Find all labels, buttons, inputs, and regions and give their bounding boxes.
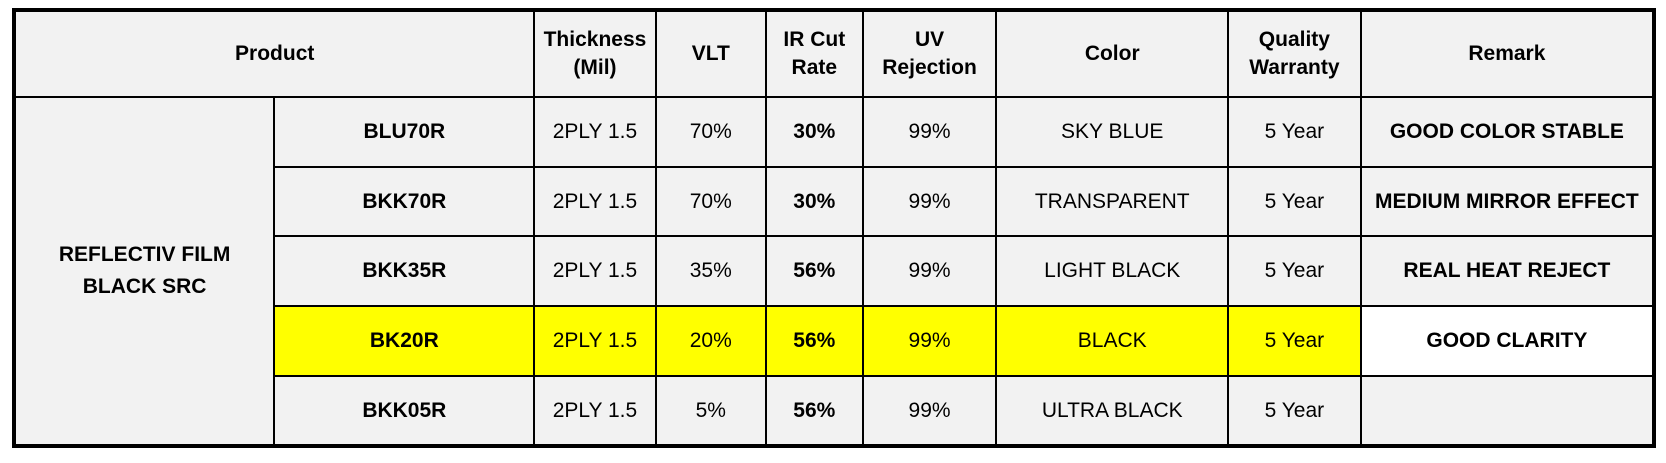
- thickness-value: 2PLY 1.5: [533, 375, 657, 447]
- thickness-value: 2PLY 1.5: [533, 235, 657, 308]
- header-uv-rejection: UV Rejection: [861, 9, 998, 98]
- warranty-value: 5 Year: [1227, 165, 1362, 238]
- remark-value: GOOD CLARITY: [1359, 305, 1656, 378]
- thickness-value: 2PLY 1.5: [533, 165, 657, 238]
- vlt-value: 20%: [654, 305, 767, 378]
- color-value: LIGHT BLACK: [995, 235, 1229, 308]
- warranty-value: 5 Year: [1227, 305, 1362, 378]
- vlt-value: 5%: [654, 375, 767, 447]
- ir-cut-value: 56%: [764, 375, 864, 447]
- uv-value: 99%: [861, 165, 998, 238]
- remark-value: GOOD COLOR STABLE: [1359, 95, 1656, 168]
- color-value: TRANSPARENT: [995, 165, 1229, 238]
- color-value: ULTRA BLACK: [995, 375, 1229, 447]
- product-spec-table: Product Thickness (Mil) VLT IR Cut Rate …: [12, 8, 1656, 448]
- vlt-value: 70%: [654, 95, 767, 168]
- uv-value: 99%: [861, 95, 998, 168]
- vlt-value: 35%: [654, 235, 767, 308]
- ir-cut-value: 56%: [764, 235, 864, 308]
- header-thickness-line2: (Mil): [573, 55, 617, 79]
- header-quality-warranty: Quality Warranty: [1227, 9, 1362, 98]
- remark-value: [1359, 375, 1656, 447]
- color-value: SKY BLUE: [995, 95, 1229, 168]
- uv-value: 99%: [861, 305, 998, 378]
- product-name: BKK35R: [273, 235, 536, 308]
- vlt-value: 70%: [654, 165, 767, 238]
- header-ir-cut-rate: IR Cut Rate: [764, 9, 864, 98]
- product-name: BLU70R: [273, 95, 536, 168]
- product-name: BKK70R: [273, 165, 536, 238]
- product-name: BKK05R: [273, 375, 536, 447]
- uv-value: 99%: [861, 235, 998, 308]
- warranty-value: 5 Year: [1227, 95, 1362, 168]
- remark-value: REAL HEAT REJECT: [1359, 235, 1656, 308]
- family-line1: REFLECTIV FILM: [58, 242, 231, 266]
- warranty-value: 5 Year: [1227, 235, 1362, 308]
- remark-value: MEDIUM MIRROR EFFECT: [1359, 165, 1656, 238]
- ir-cut-value: 56%: [764, 305, 864, 378]
- header-product: Product: [12, 9, 536, 98]
- header-warranty-line2: Warranty: [1249, 55, 1340, 79]
- ir-cut-value: 30%: [764, 165, 864, 238]
- thickness-value: 2PLY 1.5: [533, 95, 657, 168]
- header-thickness: Thickness (Mil): [533, 9, 657, 98]
- family-line2: BLACK SRC: [82, 274, 207, 298]
- table-row: BKK35R 2PLY 1.5 35% 56% 99% LIGHT BLACK …: [14, 235, 1656, 308]
- thickness-value: 2PLY 1.5: [533, 305, 657, 378]
- header-row: Product Thickness (Mil) VLT IR Cut Rate …: [12, 9, 1656, 98]
- header-remark: Remark: [1359, 9, 1656, 98]
- ir-cut-value: 30%: [764, 95, 864, 168]
- header-uv-line2: Rejection: [882, 55, 977, 79]
- header-warranty-line1: Quality: [1258, 27, 1330, 51]
- header-color: Color: [995, 9, 1229, 98]
- color-value: BLACK: [995, 305, 1229, 378]
- product-name: BK20R: [273, 305, 536, 378]
- header-ir-line2: Rate: [791, 55, 838, 79]
- warranty-value: 5 Year: [1227, 375, 1362, 447]
- table-row: BKK70R 2PLY 1.5 70% 30% 99% TRANSPARENT …: [14, 165, 1656, 238]
- header-thickness-line1: Thickness: [543, 27, 647, 51]
- uv-value: 99%: [861, 375, 998, 447]
- product-family-cell: REFLECTIV FILM BLACK SRC: [12, 95, 276, 448]
- header-uv-line1: UV: [914, 27, 945, 51]
- header-vlt: VLT: [654, 9, 767, 98]
- header-ir-line1: IR Cut: [783, 27, 846, 51]
- table-row-highlighted: BK20R 2PLY 1.5 20% 56% 99% BLACK 5 Year …: [14, 305, 1656, 378]
- table-row: REFLECTIV FILM BLACK SRC BLU70R 2PLY 1.5…: [12, 95, 1656, 448]
- table-row: BKK05R 2PLY 1.5 5% 56% 99% ULTRA BLACK 5…: [14, 375, 1656, 447]
